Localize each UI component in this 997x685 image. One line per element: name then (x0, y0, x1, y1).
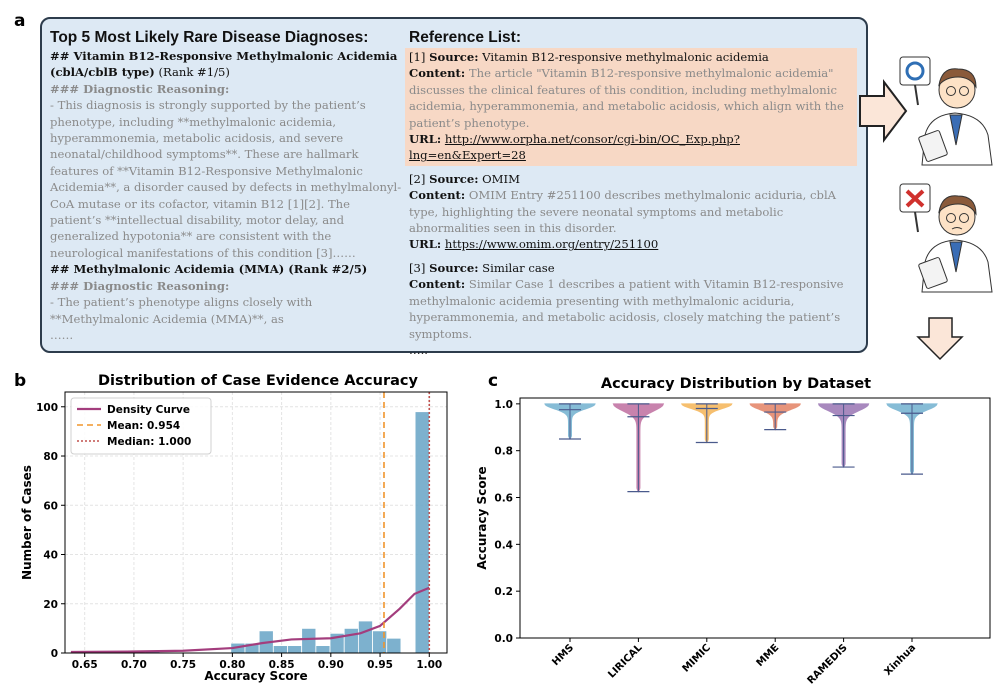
x-axis-label: Accuracy Score (204, 669, 307, 683)
y-tick-label: 0.0 (494, 633, 513, 645)
ellipsis: …… (50, 327, 74, 342)
y-axis-label: Number of Cases (20, 465, 34, 580)
chart-title: Accuracy Distribution by Dataset (601, 376, 871, 392)
ref-content: OMIM Entry #251100 describes methylmalon… (409, 188, 837, 236)
y-tick-label: 40 (43, 550, 58, 562)
diagnosis-rank: (Rank #1/5) (158, 65, 230, 80)
chart-title: Distribution of Case Evidence Accuracy (98, 373, 418, 389)
text-panel: Top 5 Most Likely Rare Disease Diagnoses… (40, 17, 868, 357)
x-tick-label: 1.00 (416, 659, 442, 671)
diagnoses-column: Top 5 Most Likely Rare Disease Diagnoses… (50, 28, 402, 343)
x-tick-label: MME (755, 642, 782, 669)
references-title: Reference List: (409, 29, 521, 46)
y-tick-label: 80 (43, 451, 58, 463)
bar (343, 627, 359, 654)
x-tick-label: Xinhua (883, 642, 919, 678)
y-tick-label: 100 (36, 402, 58, 414)
doctor-approve (899, 56, 993, 166)
panel-label: b (14, 371, 26, 391)
ref-content: The article "Vitamin B12-responsive meth… (409, 66, 844, 130)
bar (414, 411, 430, 654)
x-tick-label: LIRICAL (606, 642, 645, 681)
y-tick-label: 0.8 (494, 446, 513, 458)
ref-index: [3] (409, 260, 426, 275)
bar (357, 620, 373, 654)
legend-label: Density Curve (107, 404, 190, 416)
x-tick-label: HMS (550, 642, 576, 668)
url-label: URL: (409, 237, 442, 252)
references-column: Reference List: [1] Source: Vitamin B12-… (405, 28, 857, 364)
doctor-reject (899, 183, 993, 293)
bar (272, 645, 288, 654)
reference: [1] Source: Vitamin B12-responsive methy… (405, 48, 857, 166)
ref-source: Vitamin B12-responsive methylmalonic aci… (482, 50, 769, 64)
ref-content: Similar Case 1 describes a patient with … (409, 277, 844, 341)
diagnosis-heading: ## Methylmalonic Acidemia (MMA) (Rank #2… (50, 262, 368, 277)
y-tick-label: 20 (43, 599, 58, 611)
arrow-down (916, 317, 964, 361)
source-label: Source: (429, 171, 479, 186)
ref-source: Similar case (482, 260, 555, 275)
panel-label: a (14, 11, 25, 31)
ref-index: [1] (409, 50, 426, 64)
ref-index: [2] (409, 171, 426, 186)
ref-source: OMIM (482, 171, 520, 186)
y-tick-label: 0.2 (494, 586, 513, 598)
source-label: Source: (429, 50, 479, 64)
x-tick-label: 0.90 (318, 659, 344, 671)
panel-label: c (488, 371, 498, 391)
x-tick-label: 0.75 (170, 659, 196, 671)
y-tick-label: 1.0 (494, 399, 513, 411)
reasoning-text: - The patient’s phenotype aligns closely… (50, 295, 313, 326)
reasoning-label: ### Diagnostic Reasoning: (50, 278, 230, 293)
legend-box (70, 397, 212, 455)
plot-frame (519, 397, 991, 639)
x-tick-label: 0.65 (72, 659, 98, 671)
y-tick-label: 0 (51, 648, 58, 660)
reference: [2] Source: OMIM Content: OMIM Entry #25… (405, 170, 857, 255)
bar (315, 645, 331, 654)
y-axis-label: Accuracy Score (475, 466, 489, 569)
reference: [3] Source: Similar case Content: Simila… (405, 259, 857, 360)
bar (301, 627, 317, 654)
source-label: Source: (429, 260, 479, 275)
bar (386, 637, 402, 654)
reasoning-label: ### Diagnostic Reasoning: (50, 81, 230, 96)
diagnosis-heading: ## Vitamin B12-Responsive Methylmalonic … (50, 49, 398, 80)
legend-label: Median: 1.000 (107, 436, 191, 448)
y-tick-label: 0.6 (494, 493, 513, 505)
y-tick-label: 0.4 (494, 539, 513, 551)
diagnoses-title: Top 5 Most Likely Rare Disease Diagnoses… (50, 29, 369, 46)
x-tick-label: 0.70 (121, 659, 147, 671)
ref-url[interactable]: http://www.orpha.net/consor/cgi-bin/OC_E… (409, 132, 740, 163)
x-tick-label: 0.85 (269, 659, 295, 671)
bar (287, 645, 303, 654)
ellipsis: ….. (409, 342, 428, 357)
x-tick-label: MIMIC (681, 642, 713, 674)
arrow-right (859, 79, 908, 143)
plot-frame (64, 391, 448, 654)
reasoning-text: - This diagnosis is strongly supported b… (50, 98, 402, 260)
x-tick-label: 0.80 (219, 659, 245, 671)
x-tick-label: 0.95 (367, 659, 393, 671)
y-tick-label: 60 (43, 500, 58, 512)
legend-label: Mean: 0.954 (107, 420, 180, 432)
density-curve (70, 586, 430, 654)
x-tick-label: RAMEDIS (806, 642, 850, 685)
ref-url[interactable]: https://www.omim.org/entry/251100 (444, 237, 659, 252)
content-label: Content: (409, 277, 466, 292)
content-label: Content: (409, 66, 466, 81)
url-label: URL: (409, 132, 442, 147)
content-label: Content: (409, 188, 466, 203)
